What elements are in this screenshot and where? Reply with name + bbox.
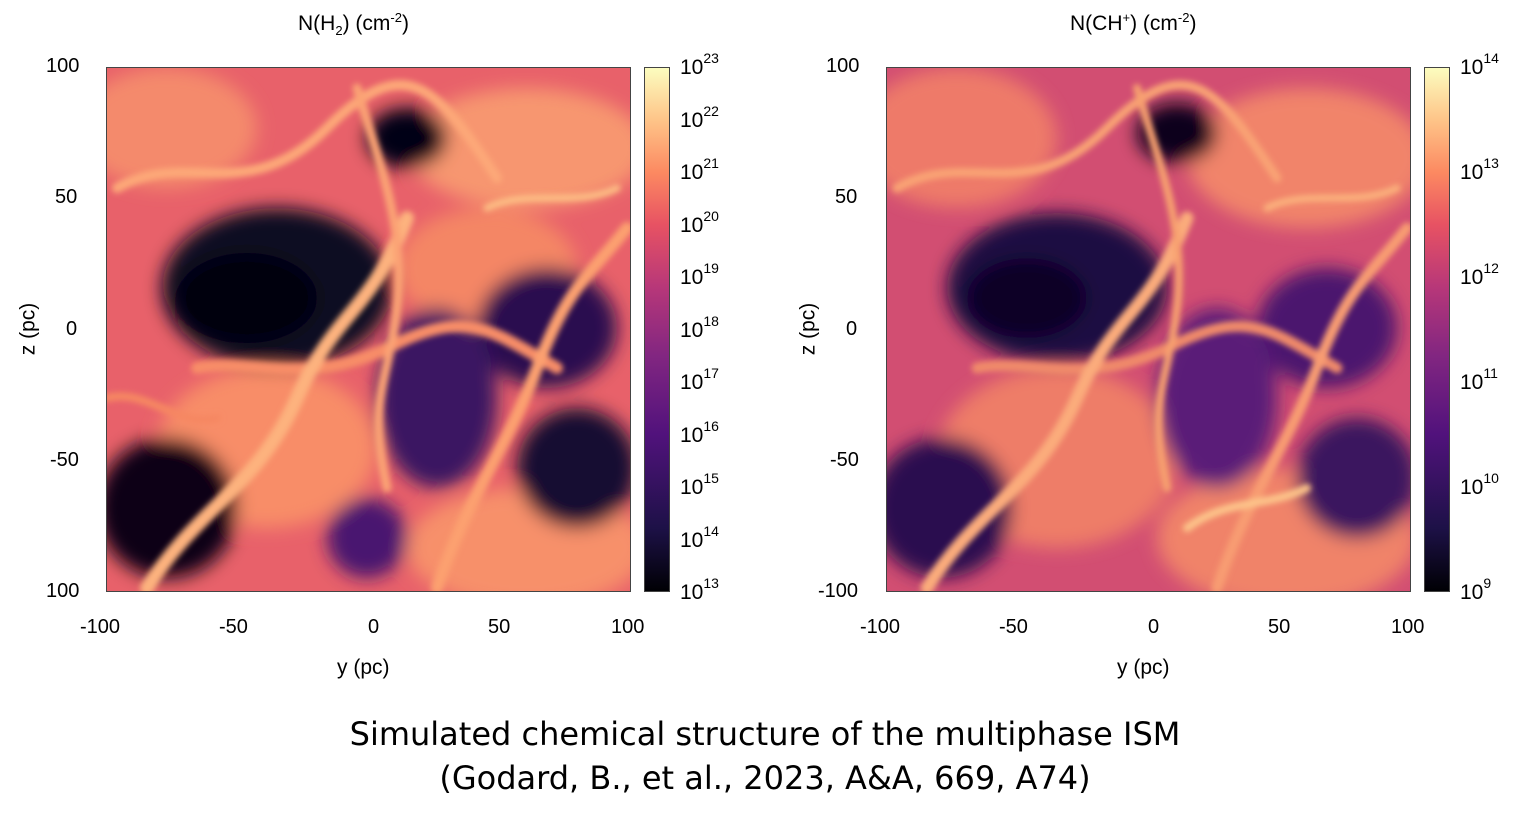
y-axis-label: z (pc)	[16, 302, 40, 356]
x-tick: -100	[80, 616, 121, 638]
h2-heatmap	[106, 67, 631, 592]
x-tick: -100	[860, 616, 901, 638]
y-tick: 100	[826, 55, 860, 77]
caption-line-1: Simulated chemical structure of the mult…	[349, 715, 1181, 753]
chplus-colorbar	[1424, 67, 1450, 592]
x-tick: 0	[368, 616, 380, 638]
h2-column-density-panel: N(H2) (cm-2)	[0, 0, 765, 700]
colorbar-tick-label: 1019	[680, 260, 719, 289]
x-axis-label: y (pc)	[337, 656, 390, 679]
y-tick: -100	[818, 580, 859, 602]
colorbar-tick-label: 1016	[680, 417, 719, 447]
y-tick: -50	[830, 449, 859, 471]
h2-heatmap-image	[107, 68, 630, 591]
colorbar-tick-label: 1018	[680, 312, 719, 342]
x-tick: 50	[1268, 616, 1291, 638]
colorbar-tick-label: 1013	[1460, 155, 1499, 184]
chplus-heatmap	[886, 67, 1411, 592]
x-axis-label: y (pc)	[1117, 656, 1170, 679]
x-tick: 50	[488, 616, 511, 638]
h2-colorbar	[644, 67, 670, 592]
caption-line-2: (Godard, B., et al., 2023, A&A, 669, A74…	[439, 759, 1091, 797]
y-tick: 100	[46, 55, 80, 77]
y-tick: 50	[55, 186, 78, 208]
colorbar-tick-label: 1014	[680, 522, 719, 552]
y-tick: 100	[46, 580, 80, 602]
x-tick: -50	[219, 616, 248, 638]
x-tick: 100	[611, 616, 645, 638]
colorbar-tick-label: 1021	[680, 155, 719, 184]
chplus-heatmap-image	[887, 68, 1410, 591]
colorbar-tick-label: 1015	[680, 470, 719, 499]
x-tick: 100	[1391, 616, 1425, 638]
h2-map-title: N(H2) (cm-2)	[298, 10, 409, 39]
figure-caption: Simulated chemical structure of the mult…	[0, 712, 1530, 800]
colorbar-tick-label: 1023	[680, 50, 719, 79]
colorbar-tick-label: 109	[1460, 575, 1492, 604]
colorbar-tick-label: 1014	[1460, 50, 1499, 79]
chplus-map-title: N(CH+) (cm-2)	[1070, 10, 1197, 35]
colorbar-tick-label: 1012	[1460, 260, 1499, 289]
colorbar-tick-label: 1020	[680, 207, 719, 237]
y-tick: 0	[66, 318, 78, 340]
colorbar-tick-label: 1010	[1460, 470, 1499, 499]
colorbar-tick-label: 1022	[680, 102, 719, 132]
colorbar-tick-label: 1017	[680, 365, 719, 394]
x-tick: -50	[999, 616, 1028, 638]
x-tick: 0	[1148, 616, 1160, 638]
y-tick: 50	[835, 186, 858, 208]
colorbar-tick-label: 1011	[1460, 365, 1498, 394]
y-tick: 0	[846, 318, 858, 340]
chplus-column-density-panel: N(CH+) (cm-2)	[780, 0, 1530, 700]
y-axis-label: z (pc)	[796, 302, 820, 356]
y-tick: -50	[50, 449, 79, 471]
colorbar-tick-label: 1013	[680, 575, 719, 604]
